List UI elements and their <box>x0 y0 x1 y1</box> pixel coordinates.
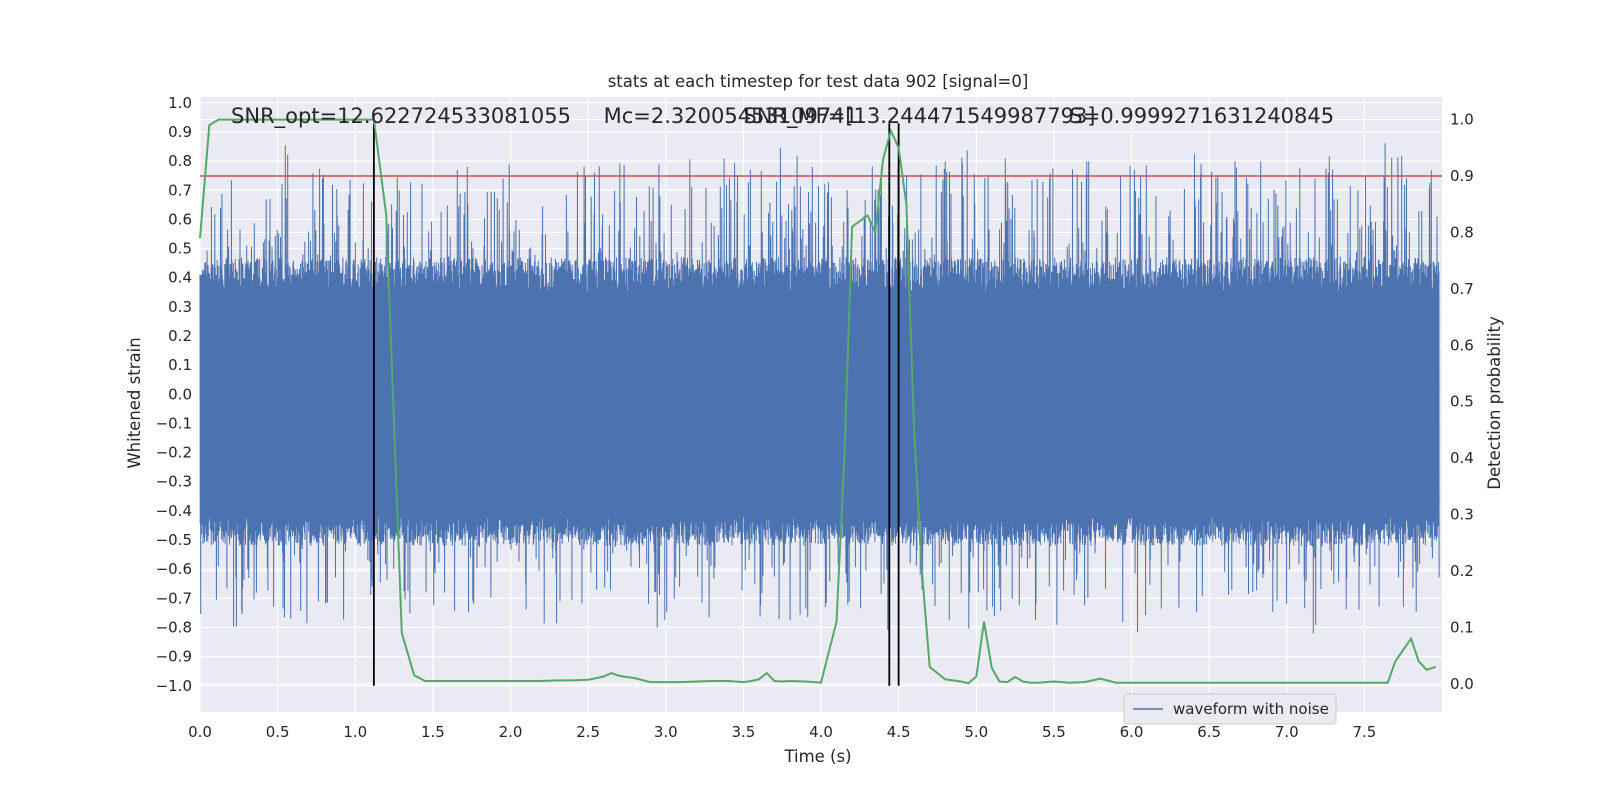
y2-tick-label-7: 0.3 <box>1450 506 1474 524</box>
y-tick-label-8: 0.2 <box>168 327 192 345</box>
y2-tick-label-9: 0.1 <box>1450 618 1474 636</box>
y-ticks: 1.0 0.9 0.8 0.7 0.6 0.5 0.4 0.3 0.2 0.1 0.0 −0.1 −0.… <box>156 94 192 695</box>
series-detection-probability <box>199 118 1437 685</box>
series-line-waveform <box>199 143 1440 634</box>
x-tick-label-4: 2.0 <box>499 723 523 741</box>
y-tick-label-3: 0.7 <box>168 181 192 199</box>
y-axis-label: Whitened strain <box>125 337 144 468</box>
y-tick-label-14: −0.4 <box>156 502 192 520</box>
y-tick-label-2: 0.8 <box>168 152 192 170</box>
y-tick-label-16: −0.6 <box>156 560 192 578</box>
x-ticks: 0.0 0.5 1.0 1.5 2.0 2.5 3.0 3.5 4.0 4.5 5.0 5.5 6.0 6… <box>188 723 1376 741</box>
x-tick-label-10: 5.0 <box>964 723 988 741</box>
x-tick-label-5: 2.5 <box>576 723 600 741</box>
y2-tick-label-0: 1.0 <box>1450 111 1474 129</box>
y2-tick-label-1: 0.9 <box>1450 167 1474 185</box>
x-tick-label-0: 0.0 <box>188 723 212 741</box>
y2-tick-label-8: 0.2 <box>1450 562 1474 580</box>
x-tick-label-1: 0.5 <box>266 723 290 741</box>
y2-tick-label-4: 0.6 <box>1450 336 1474 354</box>
y-tick-label-18: −0.8 <box>156 618 192 636</box>
x-tick-label-8: 4.0 <box>809 723 833 741</box>
x-tick-label-15: 7.5 <box>1352 723 1376 741</box>
x-tick-label-12: 6.0 <box>1120 723 1144 741</box>
annotations: SNR_opt=12.622724533081055 Mc=2.320054531… <box>231 104 1334 129</box>
legend-label-waveform: waveform with noise <box>1173 700 1329 718</box>
y-tick-label-11: −0.1 <box>156 414 192 432</box>
legend-box <box>1123 693 1337 725</box>
annotation-3: S=0.9999271631240845 <box>1069 104 1334 128</box>
y-tick-label-17: −0.7 <box>156 589 192 607</box>
y-tick-label-4: 0.6 <box>168 210 192 228</box>
x-tick-label-11: 5.5 <box>1042 723 1066 741</box>
vertical-lines <box>372 123 900 686</box>
y-tick-label-13: −0.3 <box>156 473 192 491</box>
y2-tick-label-3: 0.7 <box>1450 280 1474 298</box>
x-tick-label-7: 3.5 <box>731 723 755 741</box>
y2-tick-label-6: 0.4 <box>1450 449 1474 467</box>
annotation-1: Mc=2.32005453109741 <box>604 104 858 128</box>
y-tick-label-20: −1.0 <box>156 677 192 695</box>
x-tick-label-2: 1.0 <box>343 723 367 741</box>
y-tick-label-1: 0.9 <box>168 123 192 141</box>
series-waveform-with-noise <box>199 143 1440 634</box>
y-tick-label-0: 1.0 <box>168 94 192 112</box>
y-tick-label-5: 0.5 <box>168 240 192 258</box>
y-tick-label-6: 0.4 <box>168 269 192 287</box>
annotation-0: SNR_opt=12.622724533081055 <box>231 104 571 129</box>
y2-tick-label-2: 0.8 <box>1450 223 1474 241</box>
series-line-probability <box>199 118 1437 685</box>
y-tick-label-9: 0.1 <box>168 356 192 374</box>
y-tick-label-15: −0.5 <box>156 531 192 549</box>
chart-title: stats at each timestep for test data 902… <box>608 72 1029 91</box>
legend: waveform with noise <box>1123 693 1337 725</box>
x-tick-label-3: 1.5 <box>421 723 445 741</box>
y-tick-label-10: 0.0 <box>168 385 192 403</box>
x-tick-label-13: 6.5 <box>1197 723 1221 741</box>
x-axis-label: Time (s) <box>783 747 851 766</box>
y2-axis-label: Detection probability <box>1485 316 1504 490</box>
y2-ticks: 1.0 0.9 0.8 0.7 0.6 0.5 0.4 0.3 0.2 0.1 0.0 <box>1450 111 1474 693</box>
x-tick-label-14: 7.0 <box>1275 723 1299 741</box>
y-tick-label-7: 0.3 <box>168 298 192 316</box>
y2-tick-label-10: 0.0 <box>1450 675 1474 693</box>
x-tick-label-9: 4.5 <box>887 723 911 741</box>
x-tick-label-6: 3.0 <box>654 723 678 741</box>
y-tick-label-19: −0.9 <box>156 648 192 666</box>
annotation-2: SNR_MF=[13.244471549987793] <box>743 104 1095 129</box>
y-tick-label-12: −0.2 <box>156 444 192 462</box>
y2-tick-label-5: 0.5 <box>1450 393 1474 411</box>
